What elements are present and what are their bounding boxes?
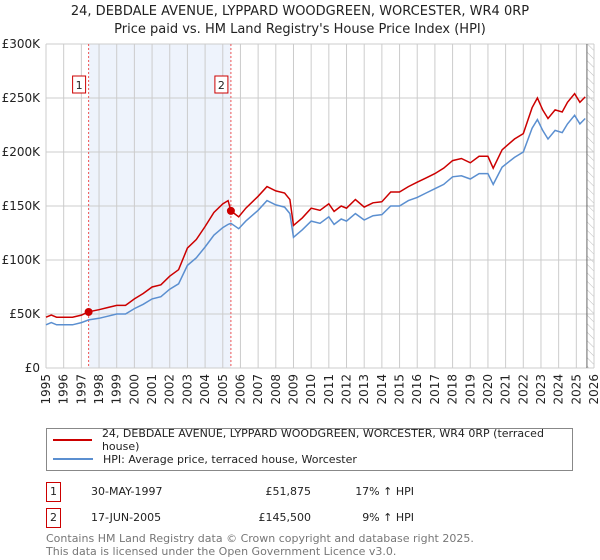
- x-tick-label: 1999: [110, 374, 124, 405]
- x-tick-label: 1995: [39, 374, 53, 405]
- footer-licence: This data is licensed under the Open Gov…: [46, 545, 397, 558]
- x-tick-label: 1997: [74, 374, 88, 405]
- price-chart: 1995 1996 1997 1998 1999 2000 2001 2002 2003 2004…: [2, 37, 600, 405]
- x-tick-label: 2019: [463, 374, 477, 405]
- x-tick-label: 1996: [57, 374, 71, 405]
- transaction-marker: 1: [46, 482, 61, 502]
- legend: 24, DEBDALE AVENUE, LYPPARD WOODGREEN, W…: [46, 427, 573, 471]
- sale-label: 1: [76, 79, 83, 92]
- x-tick-label: 2003: [180, 374, 194, 405]
- sale-label: 2: [218, 79, 225, 92]
- sale-point: [84, 307, 93, 316]
- x-tick-label: 2022: [516, 374, 530, 405]
- x-tick-label: 2000: [127, 374, 141, 405]
- x-tick-label: 2023: [534, 374, 548, 405]
- y-tick-label: £250K: [2, 91, 42, 105]
- x-tick-label: 2012: [340, 374, 354, 405]
- y-tick-label: £150K: [2, 199, 42, 213]
- transaction-hpi: 17% ↑ HPI: [355, 485, 414, 498]
- y-tick-label: £0: [25, 361, 40, 375]
- chart-subtitle: Price paid vs. HM Land Registry's House …: [114, 22, 486, 37]
- x-tick-label: 2015: [393, 374, 407, 405]
- sale-point: [226, 206, 235, 215]
- legend-label-hpi: HPI: Average price, terraced house, Worc…: [103, 452, 357, 466]
- x-tick-label: 2005: [216, 374, 230, 405]
- legend-item-hpi: HPI: Average price, terraced house, Worc…: [53, 450, 357, 468]
- transaction-price: £145,500: [258, 511, 312, 524]
- transaction-date: 17-JUN-2005: [91, 511, 162, 524]
- x-tick-label: 2025: [569, 374, 583, 405]
- x-tick-label: 2007: [251, 374, 265, 405]
- transaction-price: £51,875: [265, 485, 312, 498]
- property-series-line: [45, 92, 586, 318]
- transaction-row: 2 17-JUN-2005 £145,500 9% ↑ HPI: [46, 508, 446, 528]
- x-tick-label: 2013: [357, 374, 371, 405]
- sale-label-box: [72, 75, 87, 94]
- legend-swatch-red: [53, 439, 92, 441]
- x-tick-label: 2020: [481, 374, 495, 405]
- x-tick-label: 2016: [410, 374, 424, 405]
- footer-copyright: Contains HM Land Registry data © Crown c…: [46, 532, 474, 545]
- y-tick-label: £100K: [2, 253, 42, 267]
- x-tick-label: 2024: [552, 374, 566, 405]
- x-tick-label: 2009: [286, 374, 300, 405]
- y-tick-label: £50K: [9, 307, 41, 321]
- x-tick-label: 2002: [163, 374, 177, 405]
- x-tick-label: 2004: [198, 374, 212, 405]
- x-tick-label: 2021: [499, 374, 513, 405]
- x-tick-label: 2018: [446, 374, 460, 405]
- legend-label-property: 24, DEBDALE AVENUE, LYPPARD WOODGREEN, W…: [101, 427, 544, 453]
- transaction-date: 30-MAY-1997: [91, 485, 163, 498]
- legend-item-property: 24, DEBDALE AVENUE, LYPPARD WOODGREEN, W…: [53, 427, 572, 453]
- x-tick-label: 2001: [145, 374, 159, 405]
- x-tick-label: 2006: [233, 374, 247, 405]
- legend-swatch-blue: [53, 458, 93, 460]
- y-tick-label: £200K: [2, 145, 42, 159]
- transaction-row: 1 30-MAY-1997 £51,875 17% ↑ HPI: [46, 482, 446, 502]
- x-tick-label: 2011: [322, 374, 336, 405]
- x-tick-label: 2017: [428, 374, 442, 405]
- x-tick-label: 2026: [587, 374, 600, 405]
- transaction-hpi: 9% ↑ HPI: [362, 511, 414, 524]
- sale-label-box: [214, 75, 229, 94]
- y-tick-label: £300K: [2, 37, 42, 51]
- x-tick-label: 1998: [92, 374, 106, 405]
- hpi-series-line: [45, 114, 586, 326]
- x-tick-label: 2014: [375, 374, 389, 405]
- transaction-marker: 2: [46, 508, 61, 528]
- x-tick-label: 2010: [304, 374, 318, 405]
- chart-title: 24, DEBDALE AVENUE, LYPPARD WOODGREEN, W…: [70, 4, 530, 19]
- x-tick-label: 2008: [269, 374, 283, 405]
